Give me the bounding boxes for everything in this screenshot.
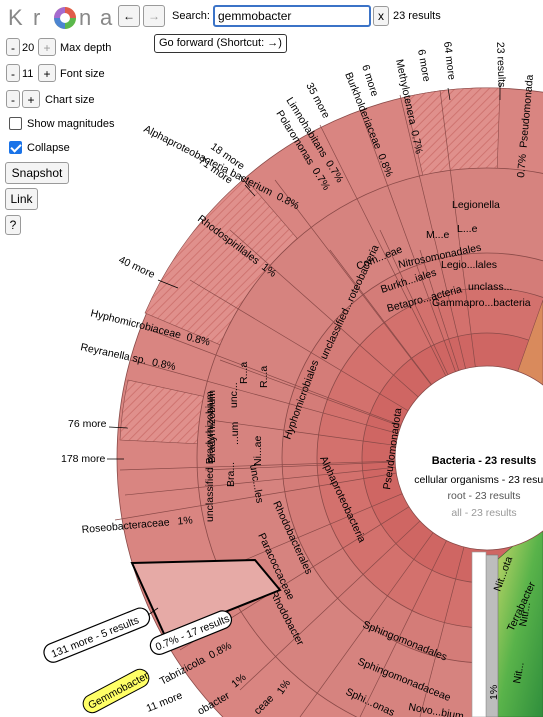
- logo-letter-n: n: [79, 5, 92, 30]
- show-magnitudes-checkbox[interactable]: [9, 117, 22, 130]
- pseudomonadota-right-pct: 0.7%: [515, 153, 529, 178]
- max-depth-label: Max depth: [60, 42, 112, 54]
- label-6-more-b: 6 more: [415, 48, 433, 82]
- search-input[interactable]: [213, 5, 371, 27]
- label-unclass: unclass...: [468, 281, 512, 293]
- label-um: ...um: [229, 421, 241, 445]
- forward-button[interactable]: →: [143, 5, 165, 27]
- methylotenera-pct: 0.7%: [408, 129, 425, 155]
- label-r-a-1: R...a: [238, 362, 250, 384]
- show-magnitudes-label: Show magnitudes: [27, 118, 115, 130]
- label-unc-a: unc...: [228, 382, 240, 408]
- label-40-more: 40 more: [117, 254, 157, 281]
- center-line-3: all - 23 results: [451, 507, 516, 519]
- label-35-more: 35 more: [303, 81, 332, 121]
- label-m-e: M...e: [426, 229, 449, 241]
- snapshot-button[interactable]: Snapshot: [5, 162, 69, 184]
- selected-wedge[interactable]: [130, 558, 282, 638]
- label-23-results: 23 results: [494, 42, 508, 88]
- help-button[interactable]: ?: [5, 215, 21, 235]
- center-circle[interactable]: [394, 365, 543, 551]
- krona-logo: K r n a: [8, 3, 118, 33]
- hyphomicrobiaceae-pct: 0.8%: [185, 331, 211, 348]
- label-legio-lales: Legio...lales: [441, 259, 497, 271]
- max-depth-increase-button[interactable]: +: [38, 38, 56, 56]
- label-bra: Bra...: [225, 462, 237, 487]
- clear-search-button[interactable]: x: [373, 6, 389, 26]
- center-title: Bacteria - 23 results: [432, 455, 537, 467]
- callout-131-more-text: 131 more - 5 results: [50, 614, 141, 660]
- label-l-e: L...e: [457, 223, 478, 235]
- max-depth-decrease-button[interactable]: -: [6, 38, 20, 56]
- krona-logo-icon: [54, 7, 76, 29]
- collapse-checkbox[interactable]: [9, 141, 22, 154]
- center-line-1: cellular organisms - 23 results: [414, 474, 543, 486]
- collapse-label: Collapse: [27, 142, 70, 154]
- label-bottom-pct: 1%: [488, 685, 500, 700]
- label-r-a-2: R...a: [258, 366, 270, 388]
- label-76-more: 76 more: [68, 418, 107, 430]
- link-button[interactable]: Link: [5, 188, 38, 210]
- chart-size-label: Chart size: [45, 94, 95, 106]
- chart-size-increase-button[interactable]: +: [22, 90, 40, 108]
- logo-letter-r: r: [33, 5, 41, 30]
- search-result-count: 23 results: [393, 10, 441, 22]
- back-button[interactable]: ←: [118, 5, 140, 27]
- chart-size-decrease-button[interactable]: -: [6, 90, 20, 108]
- white-wedge[interactable]: [471, 551, 487, 717]
- label-64-more: 64 more: [441, 41, 458, 81]
- label-ni-ae: Ni...ae: [252, 435, 264, 466]
- font-size-value: 11: [22, 68, 34, 80]
- center-line-2: root - 23 results: [448, 490, 521, 502]
- roseobacteraceae-pct: 1%: [177, 514, 193, 527]
- label-nit: Nit...: [511, 661, 527, 684]
- label-unclassified-bradyrhizobium: unclassified Bradyrhizobium: [204, 391, 216, 522]
- search-label: Search:: [172, 10, 210, 22]
- label-bradyrhizobium: Bradyrhizobium: [206, 390, 218, 463]
- label-nitr: Nitr...: [517, 601, 533, 627]
- reyranella-pct: 0.8%: [151, 356, 177, 373]
- logo-letter-k: K: [8, 5, 25, 30]
- callout-gemmobacter[interactable]: Gemmobacter: [80, 666, 152, 716]
- callout-131-more[interactable]: 131 more - 5 results: [41, 605, 152, 665]
- forward-tooltip: Go forward (Shortcut: →): [154, 34, 287, 53]
- label-11-more: 11 more: [145, 689, 185, 714]
- font-size-decrease-button[interactable]: -: [6, 64, 20, 82]
- label-178-more: 178 more: [61, 453, 106, 465]
- label-gammaproteobacteria: Gammapro...bacteria: [432, 297, 531, 309]
- logo-letter-a: a: [100, 5, 113, 30]
- label-legionella: Legionella: [452, 199, 500, 211]
- max-depth-value: 20: [22, 42, 35, 54]
- font-size-increase-button[interactable]: +: [38, 64, 56, 82]
- callout-gemmobacter-text: Gemmobacter: [86, 670, 151, 712]
- font-size-label: Font size: [60, 68, 105, 80]
